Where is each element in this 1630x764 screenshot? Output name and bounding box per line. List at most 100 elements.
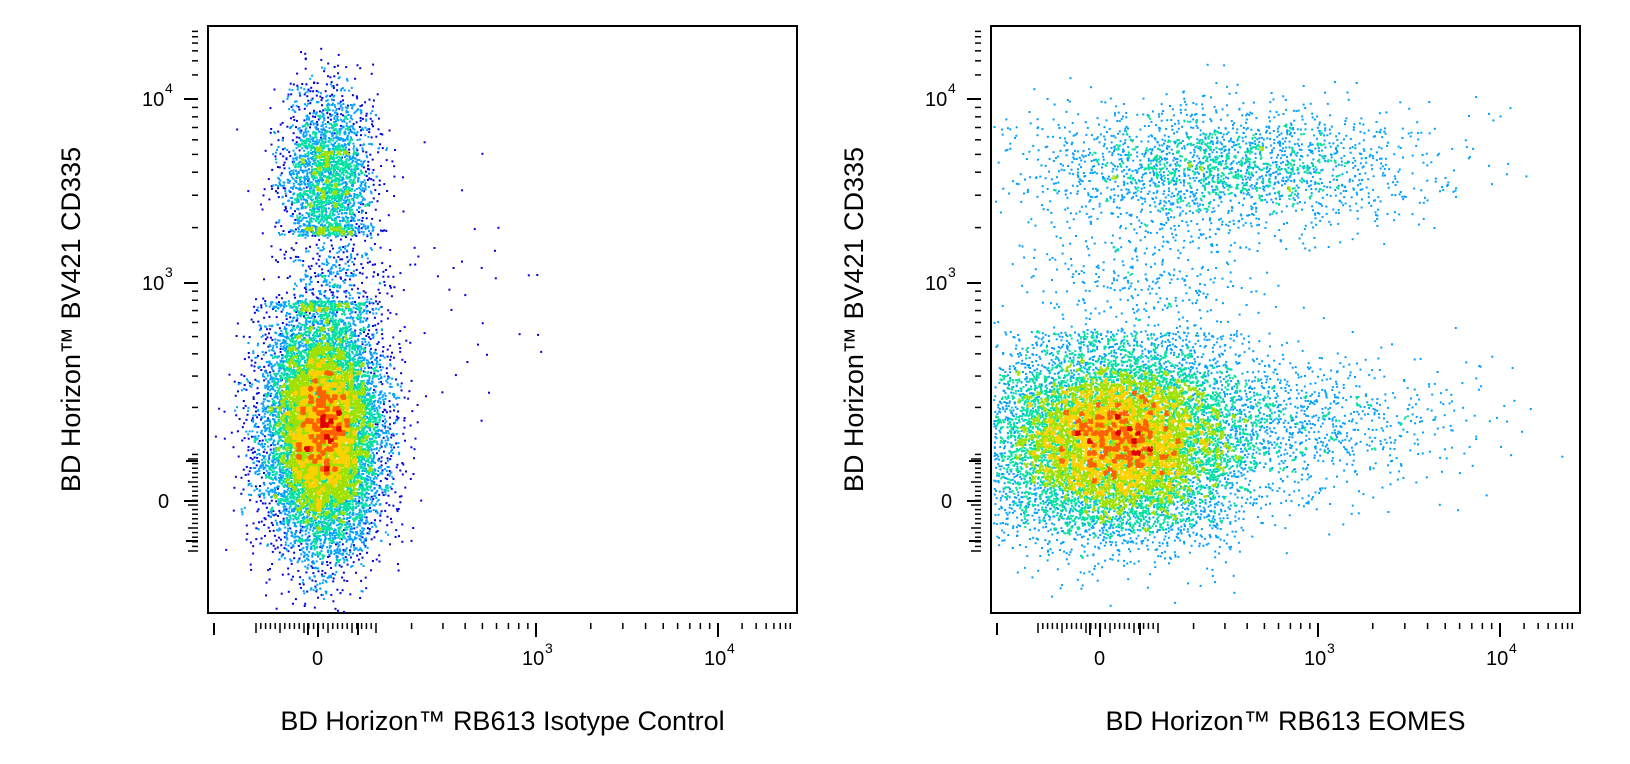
event-dot [293,84,295,86]
event-dot [247,410,249,412]
event-dot [269,530,271,532]
event-dot [337,548,339,550]
event-dot [263,366,265,368]
event-dot [379,374,381,376]
event-dot [318,183,320,185]
event-dot [247,414,249,416]
event-dot [356,531,358,533]
event-dot [346,78,348,80]
event-dot [355,311,357,313]
event-dot [376,443,378,445]
event-dot [260,466,262,468]
event-dot [385,269,387,271]
event-dot [305,233,307,235]
event-dot [293,557,295,559]
event-dot [354,215,356,217]
event-dot [372,64,374,66]
event-dot [276,608,278,610]
event-dot [254,362,256,364]
event-dot [371,490,373,492]
event-dot [378,405,380,407]
event-dot [280,544,282,546]
event-dot [362,188,364,190]
event-dot [369,530,371,532]
event-dot [288,94,290,96]
event-dot [389,475,391,477]
event-dot [332,103,334,105]
event-dot [362,226,364,228]
event-dot [359,357,361,359]
event-dot [288,324,290,326]
event-dot [302,260,304,262]
event-dot [241,477,243,479]
event-dot [374,317,376,319]
event-dot [343,561,345,563]
event-dot [367,165,369,167]
event-dot [317,91,319,93]
event-dot [286,157,288,159]
event-dot [336,118,338,120]
event-dot [356,95,358,97]
event-dot [291,197,293,199]
event-dot [395,313,397,315]
event-dot [314,235,316,237]
event-dot [382,276,384,278]
event-dot [278,221,280,223]
event-dot [342,154,344,156]
event-dot [296,327,298,329]
event-dot [280,512,282,514]
event-dot [308,117,310,119]
event-dot [352,353,354,355]
event-dot [293,294,295,296]
event-dot [249,336,251,338]
event-dot [338,550,340,552]
event-dot [256,454,258,456]
event-dot [360,533,362,535]
event-dot [301,180,303,182]
event-dot [261,417,263,419]
event-dot [363,541,365,543]
event-dot [278,146,280,148]
event-dot [330,211,332,213]
event-dot [258,461,260,463]
event-dot [290,173,292,175]
event-dot [246,533,248,535]
event-dot [354,157,356,159]
event-dot [494,250,496,252]
event-dot [377,459,379,461]
event-dot [287,530,289,532]
event-dot [481,153,483,155]
event-dot [351,227,353,229]
event-dot [285,195,287,197]
event-dot [370,498,372,500]
event-dot [309,172,311,174]
event-dot [474,228,476,230]
event-dot [291,247,293,249]
event-dot [335,275,337,277]
event-dot [294,537,296,539]
event-dot [294,297,296,299]
event-dot [258,468,260,470]
event-dot [277,261,279,263]
event-dot [345,216,347,218]
event-dot [372,421,374,423]
event-dot [349,201,351,203]
event-dot [288,321,290,323]
event-dot [393,447,395,449]
event-dot [371,73,373,75]
event-dot [368,230,370,232]
event-dot [371,434,373,436]
event-dot [304,156,306,158]
event-dot [286,491,288,493]
event-dot [285,206,287,208]
event-dot [258,508,260,510]
event-dot [362,343,364,345]
event-dot [329,76,331,78]
event-dot [370,485,372,487]
event-dot [250,483,252,485]
event-dot [375,308,377,310]
event-dot [350,302,352,304]
event-dot [264,303,266,305]
event-dot [293,173,295,175]
event-dot [354,112,356,114]
